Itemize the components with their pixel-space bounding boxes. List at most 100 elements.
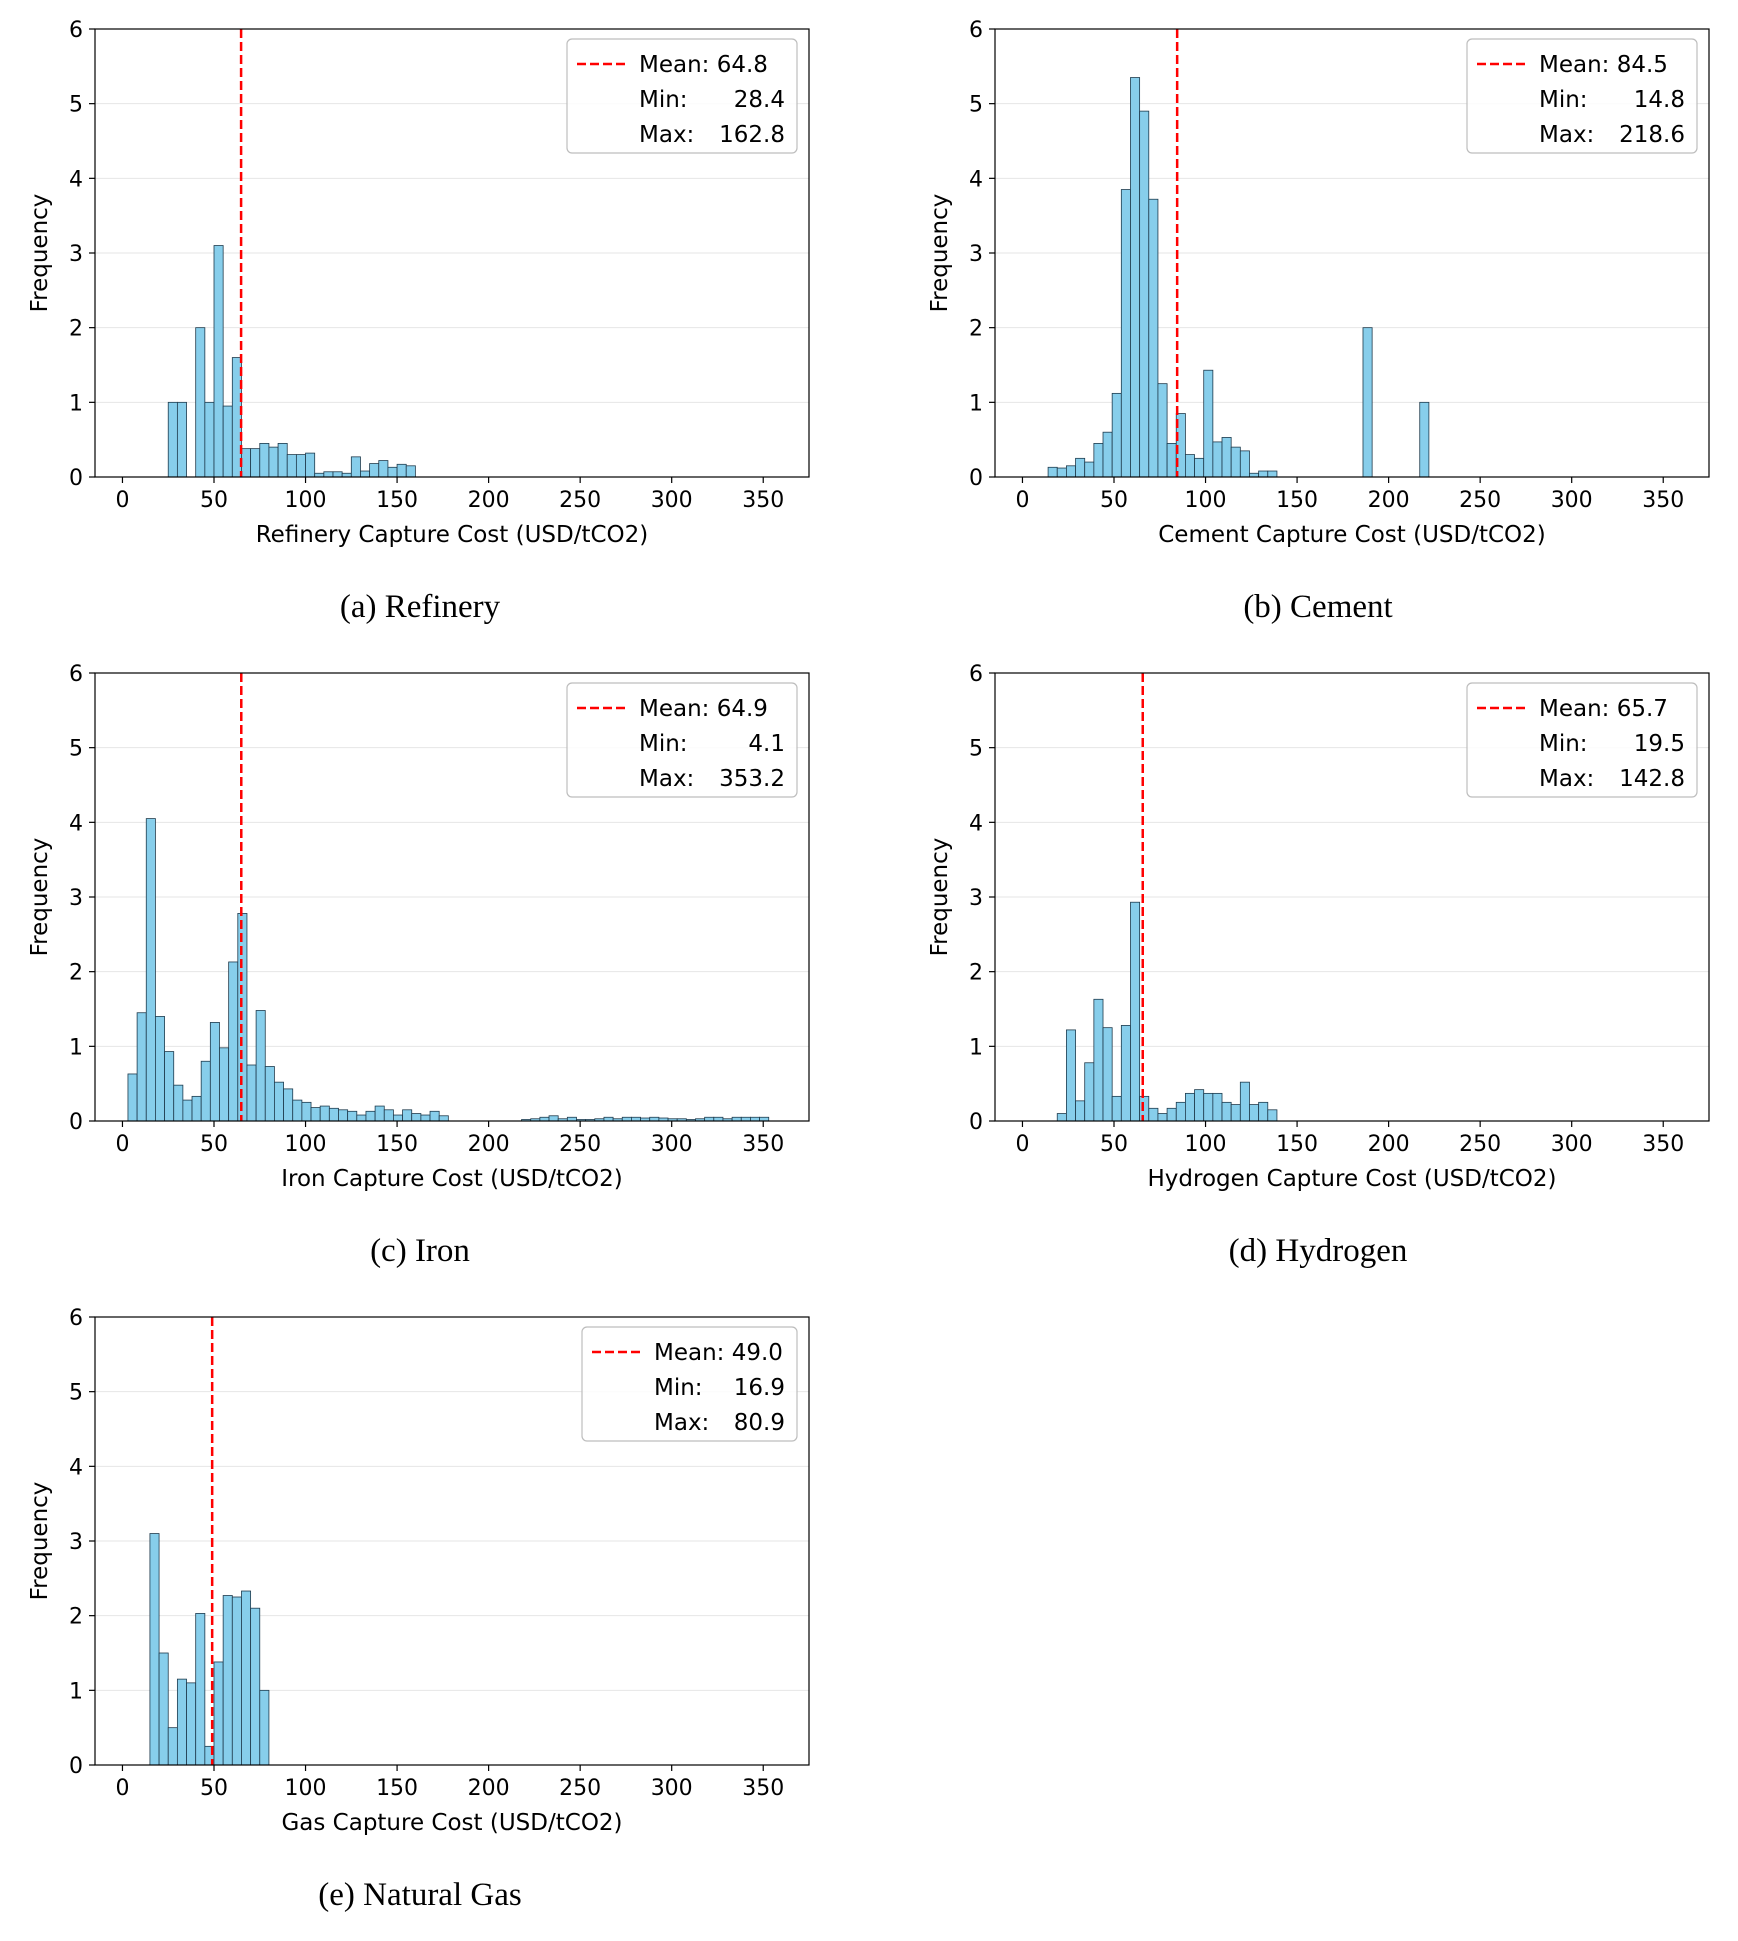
histogram-bar: [328, 1107, 339, 1122]
legend-mean: Mean: 84.5: [1539, 52, 1668, 78]
y-axis-label: Frequency: [927, 838, 953, 957]
histogram-bar: [1130, 901, 1141, 1122]
x-tick-label: 150: [1276, 488, 1318, 513]
y-tick-label: 1: [969, 1035, 983, 1060]
x-tick-label: 300: [651, 488, 693, 513]
y-tick-label: 3: [69, 886, 83, 911]
y-tick-label: 4: [69, 811, 83, 836]
legend-min-label: Min:: [654, 1375, 703, 1401]
histogram-bar: [195, 1613, 206, 1766]
x-tick-label: 250: [559, 488, 601, 513]
histogram-bar: [1139, 110, 1150, 478]
y-tick-label: 2: [69, 317, 83, 342]
histogram-bar: [1212, 1092, 1223, 1122]
histogram-bar: [200, 1060, 211, 1122]
histogram-bar: [219, 1047, 230, 1122]
x-tick-label: 250: [1459, 488, 1501, 513]
histogram-bar: [164, 1051, 175, 1122]
y-tick-label: 2: [969, 961, 983, 986]
histogram-bar: [209, 1022, 220, 1122]
y-tick-label: 0: [69, 1110, 83, 1135]
histogram-bar: [1166, 1107, 1177, 1122]
histogram-bar: [1120, 189, 1131, 478]
y-tick-label: 6: [969, 18, 983, 43]
y-tick-label: 0: [69, 466, 83, 491]
y-axis-label: Frequency: [27, 838, 53, 957]
x-tick-label: 0: [1015, 488, 1029, 513]
legend-max-label: Max:: [639, 122, 694, 148]
x-axis-label: Iron Capture Cost (USD/tCO2): [281, 1166, 623, 1192]
histogram-bar: [195, 327, 206, 478]
y-tick-label: 0: [969, 466, 983, 491]
x-tick-label: 200: [1368, 488, 1410, 513]
histogram-bar: [1157, 1113, 1168, 1122]
histogram-bar: [1419, 401, 1430, 478]
legend-max-value: 162.8: [719, 122, 785, 148]
histogram-bar: [369, 463, 380, 478]
y-tick-label: 6: [69, 18, 83, 43]
x-tick-label: 200: [468, 1776, 510, 1801]
y-tick-label: 1: [69, 1679, 83, 1704]
x-tick-label: 100: [1185, 1132, 1227, 1157]
histogram-bar: [1075, 457, 1086, 478]
histogram-bar: [1212, 441, 1223, 478]
histogram-bar: [155, 1016, 165, 1122]
histogram-bar: [228, 961, 239, 1122]
histogram-bar: [1093, 442, 1104, 478]
x-axis-label: Refinery Capture Cost (USD/tCO2): [256, 522, 649, 548]
histogram-bar: [429, 1110, 440, 1122]
histogram-bar: [387, 466, 398, 478]
y-tick-label: 2: [969, 317, 983, 342]
histogram-bar: [186, 1682, 197, 1766]
y-tick-label: 3: [969, 886, 983, 911]
histogram-bar: [396, 463, 407, 478]
x-tick-label: 350: [742, 1776, 784, 1801]
histogram-bar: [246, 1064, 257, 1122]
histogram-bar: [250, 448, 261, 478]
histogram-bar: [1185, 454, 1195, 478]
histogram-bar: [1221, 1101, 1232, 1122]
histogram-bar: [158, 1652, 169, 1766]
histogram-bar: [420, 1114, 431, 1122]
histogram-bar: [231, 1596, 242, 1766]
x-axis-label: Hydrogen Capture Cost (USD/tCO2): [1147, 1166, 1556, 1192]
histogram-bar: [1166, 442, 1177, 478]
histogram-bar: [1066, 1029, 1076, 1122]
histogram-bar: [1093, 998, 1104, 1122]
y-tick-label: 3: [69, 242, 83, 267]
x-axis-label: Gas Capture Cost (USD/tCO2): [281, 1810, 622, 1836]
histogram-bar: [1148, 1107, 1159, 1122]
histogram-bar: [277, 442, 288, 478]
chart-gas: 0 50 100 150 200 250 300 350 0 1 2 3 4 5 6 Gas Capture …: [27, 1306, 810, 1913]
histogram-bar: [1102, 1027, 1113, 1122]
histogram-bar: [167, 401, 178, 478]
histogram-bar: [1258, 470, 1269, 478]
histogram-bar: [259, 442, 270, 478]
legend: Mean: 64.9 Min: 4.1 Max: 353.2: [566, 682, 798, 798]
x-tick-label: 50: [1100, 1132, 1128, 1157]
y-tick-label: 2: [69, 1605, 83, 1630]
histogram-bar: [1221, 437, 1232, 478]
histogram-bar: [1056, 1113, 1067, 1122]
x-tick-label: 300: [651, 1132, 693, 1157]
y-tick-label: 0: [69, 1754, 83, 1779]
y-tick-label: 5: [69, 93, 83, 118]
y-tick-label: 5: [69, 737, 83, 762]
y-tick-label: 1: [969, 391, 983, 416]
legend-box: [566, 38, 798, 154]
histogram-bar: [323, 471, 334, 478]
x-tick-label: 250: [1459, 1132, 1501, 1157]
x-tick-label: 0: [115, 488, 129, 513]
histogram-bar: [1102, 431, 1113, 478]
histogram-bar: [393, 1114, 403, 1122]
subfigure-caption: (c) Iron: [370, 1233, 470, 1269]
x-tick-label: 0: [115, 1132, 129, 1157]
y-tick-label: 6: [69, 1306, 83, 1331]
histogram-bar: [167, 1727, 178, 1766]
legend-min-value: 16.9: [734, 1375, 785, 1401]
legend-min-value: 19.5: [1634, 731, 1685, 757]
histogram-bar: [213, 1661, 224, 1766]
legend-max-value: 218.6: [1619, 122, 1685, 148]
legend-min-value: 28.4: [734, 87, 785, 113]
